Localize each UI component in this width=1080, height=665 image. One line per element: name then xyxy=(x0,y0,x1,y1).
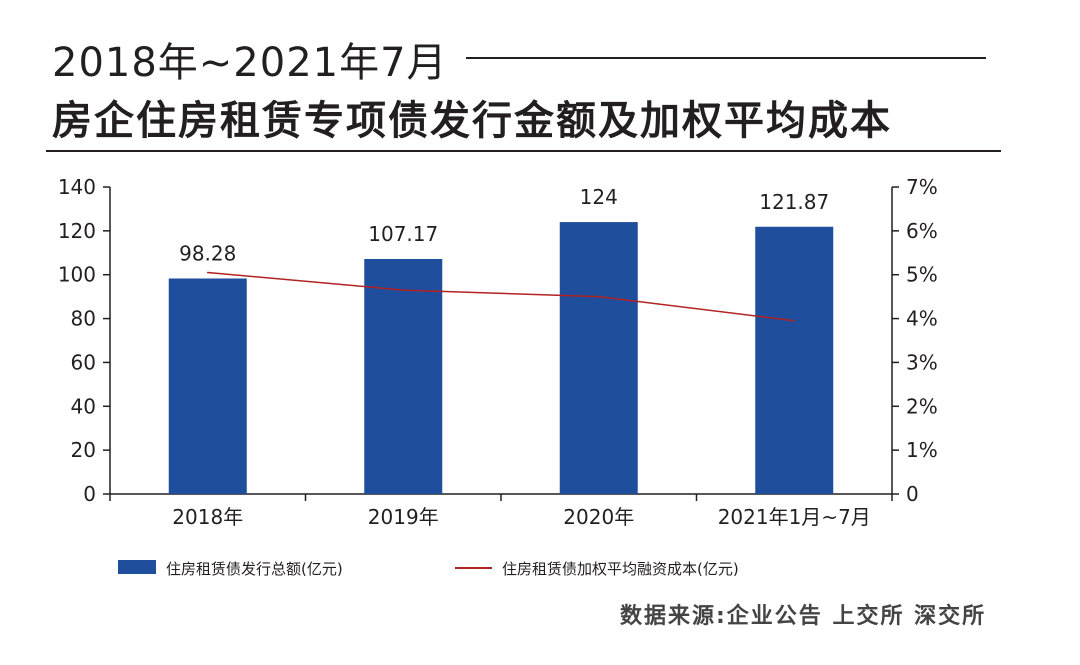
cost-line-point xyxy=(402,289,405,291)
bar-value-label: 121.87 xyxy=(759,190,829,214)
y-right-tick-label: 0 xyxy=(906,482,919,506)
y-right-tick-label: 1% xyxy=(906,438,938,462)
y-left-tick-label: 20 xyxy=(71,438,96,462)
chart-subtitle: 2018年~2021年7月 xyxy=(52,40,448,86)
y-left-tick-label: 120 xyxy=(58,219,96,243)
bar-value-label: 107.17 xyxy=(368,222,438,246)
data-source-note: 数据来源:企业公告 上交所 深交所 xyxy=(620,604,987,629)
title-divider-top xyxy=(466,57,986,59)
chart-title: 房企住房租赁专项债发行金额及加权平均成本 xyxy=(52,98,892,144)
legend-line-label: 住房租赁债加权平均融资成本(亿元) xyxy=(502,560,739,578)
y-right-tick-label: 2% xyxy=(906,394,938,418)
cost-line-point xyxy=(793,319,796,322)
bar xyxy=(559,222,638,495)
title-divider-bottom xyxy=(46,150,1001,152)
legend-bar-swatch xyxy=(118,560,156,574)
y-left-tick-label: 40 xyxy=(71,394,96,418)
bar xyxy=(364,258,443,494)
cost-line-point xyxy=(597,295,600,298)
x-tick-label: 2018年 xyxy=(172,505,243,529)
bar xyxy=(168,278,247,494)
y-right-tick-label: 3% xyxy=(906,350,938,374)
y-left-tick-label: 80 xyxy=(71,307,96,331)
x-tick-label: 2019年 xyxy=(368,505,439,529)
y-right-tick-label: 7% xyxy=(906,175,938,199)
bar xyxy=(755,226,834,494)
x-tick-label: 2021年1月~7月 xyxy=(718,505,871,529)
bar-value-label: 124 xyxy=(580,185,618,209)
y-right-tick-label: 6% xyxy=(906,219,938,243)
cost-line xyxy=(207,271,795,322)
bar-value-label: 98.28 xyxy=(179,241,236,265)
y-right-tick-label: 4% xyxy=(906,307,938,331)
x-tick-label: 2020年 xyxy=(563,505,634,529)
legend-bar-label: 住房租赁债发行总额(亿元) xyxy=(166,560,343,578)
y-left-tick-label: 60 xyxy=(71,350,96,374)
y-left-tick-label: 100 xyxy=(58,263,96,287)
y-left-tick-label: 0 xyxy=(83,482,96,506)
y-left-tick-label: 140 xyxy=(58,175,96,199)
cost-line-point xyxy=(206,271,209,274)
y-right-tick-label: 5% xyxy=(906,263,938,287)
